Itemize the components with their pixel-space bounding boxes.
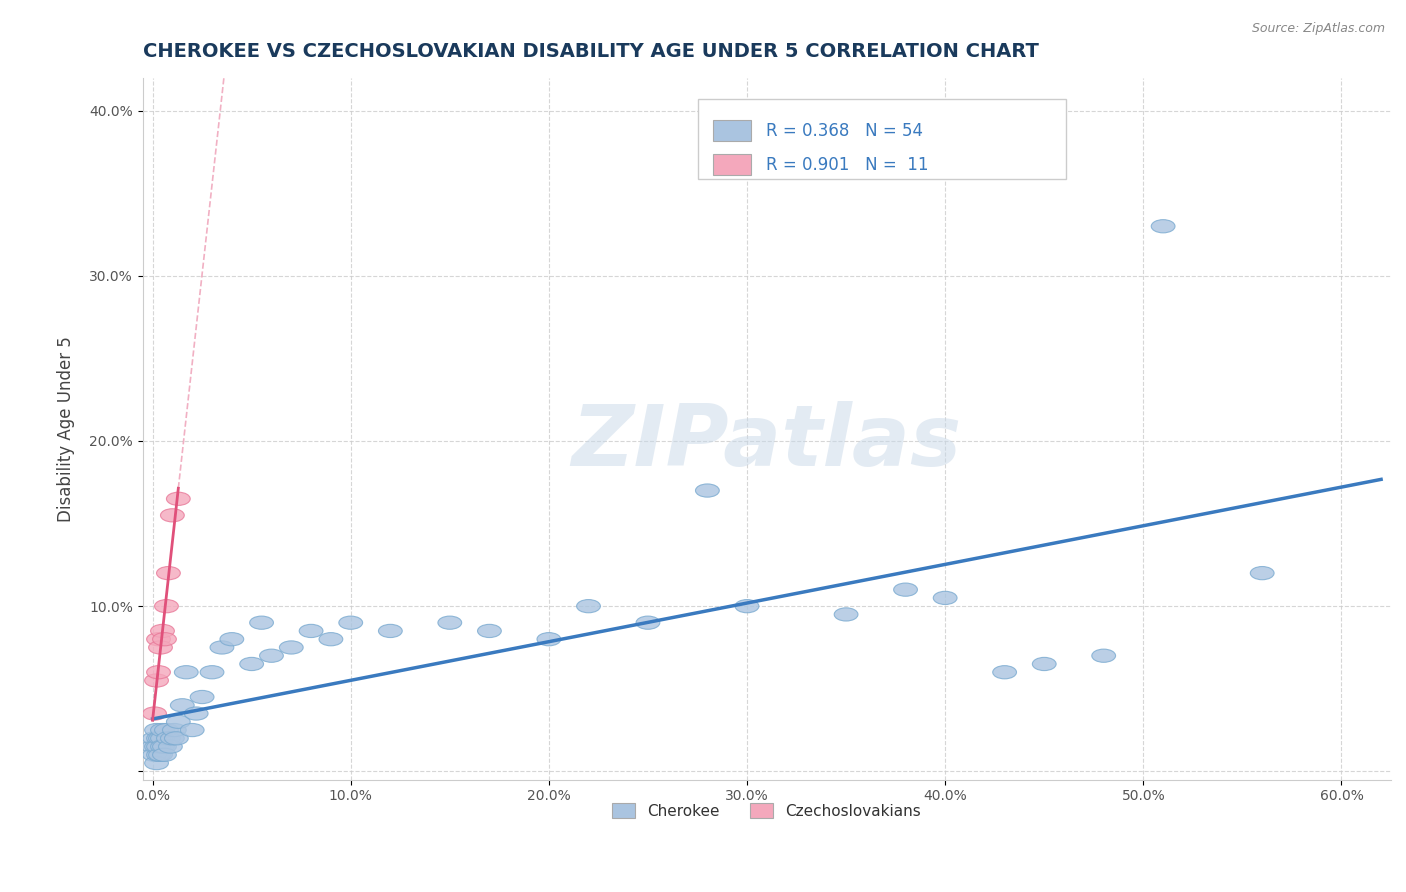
Ellipse shape bbox=[180, 723, 204, 737]
Ellipse shape bbox=[200, 665, 224, 679]
Ellipse shape bbox=[299, 624, 323, 638]
Ellipse shape bbox=[319, 632, 343, 646]
FancyBboxPatch shape bbox=[713, 154, 751, 176]
Ellipse shape bbox=[150, 624, 174, 638]
Ellipse shape bbox=[166, 492, 190, 506]
Ellipse shape bbox=[250, 616, 273, 629]
Ellipse shape bbox=[146, 632, 170, 646]
Text: Source: ZipAtlas.com: Source: ZipAtlas.com bbox=[1251, 22, 1385, 36]
Ellipse shape bbox=[478, 624, 502, 638]
Ellipse shape bbox=[142, 740, 166, 753]
Ellipse shape bbox=[165, 731, 188, 745]
Ellipse shape bbox=[1152, 219, 1175, 233]
FancyBboxPatch shape bbox=[713, 120, 751, 142]
Text: R = 0.901   N =  11: R = 0.901 N = 11 bbox=[766, 156, 928, 174]
Ellipse shape bbox=[155, 599, 179, 613]
Ellipse shape bbox=[155, 723, 179, 737]
Ellipse shape bbox=[170, 698, 194, 712]
Ellipse shape bbox=[145, 740, 169, 753]
Ellipse shape bbox=[156, 566, 180, 580]
Ellipse shape bbox=[735, 599, 759, 613]
Ellipse shape bbox=[934, 591, 957, 605]
Ellipse shape bbox=[260, 649, 284, 663]
Ellipse shape bbox=[219, 632, 243, 646]
Ellipse shape bbox=[142, 707, 166, 720]
Ellipse shape bbox=[1032, 657, 1056, 671]
Ellipse shape bbox=[146, 740, 170, 753]
Ellipse shape bbox=[437, 616, 461, 629]
Ellipse shape bbox=[1250, 566, 1274, 580]
Ellipse shape bbox=[142, 748, 166, 762]
Ellipse shape bbox=[339, 616, 363, 629]
Ellipse shape bbox=[174, 665, 198, 679]
Text: ZIPatlas: ZIPatlas bbox=[572, 401, 962, 484]
Ellipse shape bbox=[537, 632, 561, 646]
Ellipse shape bbox=[150, 740, 174, 753]
Ellipse shape bbox=[146, 748, 170, 762]
Ellipse shape bbox=[145, 673, 169, 687]
Ellipse shape bbox=[190, 690, 214, 704]
Ellipse shape bbox=[184, 707, 208, 720]
Text: CHEROKEE VS CZECHOSLOVAKIAN DISABILITY AGE UNDER 5 CORRELATION CHART: CHEROKEE VS CZECHOSLOVAKIAN DISABILITY A… bbox=[142, 42, 1039, 61]
Ellipse shape bbox=[145, 756, 169, 770]
Ellipse shape bbox=[1092, 649, 1115, 663]
Ellipse shape bbox=[834, 607, 858, 621]
Ellipse shape bbox=[166, 715, 190, 729]
FancyBboxPatch shape bbox=[699, 99, 1066, 179]
Ellipse shape bbox=[146, 731, 170, 745]
Ellipse shape bbox=[160, 508, 184, 522]
Ellipse shape bbox=[156, 731, 180, 745]
Ellipse shape bbox=[142, 731, 166, 745]
Ellipse shape bbox=[163, 723, 186, 737]
Ellipse shape bbox=[159, 740, 183, 753]
Ellipse shape bbox=[696, 484, 720, 497]
Ellipse shape bbox=[636, 616, 659, 629]
Ellipse shape bbox=[240, 657, 263, 671]
Ellipse shape bbox=[150, 723, 174, 737]
Ellipse shape bbox=[149, 748, 173, 762]
Ellipse shape bbox=[153, 740, 176, 753]
Ellipse shape bbox=[576, 599, 600, 613]
Ellipse shape bbox=[149, 731, 173, 745]
Y-axis label: Disability Age Under 5: Disability Age Under 5 bbox=[58, 335, 75, 522]
Ellipse shape bbox=[160, 731, 184, 745]
Text: R = 0.368   N = 54: R = 0.368 N = 54 bbox=[766, 122, 922, 140]
Ellipse shape bbox=[894, 583, 918, 596]
Ellipse shape bbox=[209, 640, 233, 654]
Ellipse shape bbox=[153, 632, 176, 646]
Ellipse shape bbox=[378, 624, 402, 638]
Ellipse shape bbox=[153, 748, 176, 762]
Ellipse shape bbox=[280, 640, 304, 654]
Legend: Cherokee, Czechoslovakians: Cherokee, Czechoslovakians bbox=[606, 797, 928, 824]
Ellipse shape bbox=[146, 665, 170, 679]
Ellipse shape bbox=[149, 640, 173, 654]
Ellipse shape bbox=[145, 723, 169, 737]
Ellipse shape bbox=[150, 731, 174, 745]
Ellipse shape bbox=[993, 665, 1017, 679]
